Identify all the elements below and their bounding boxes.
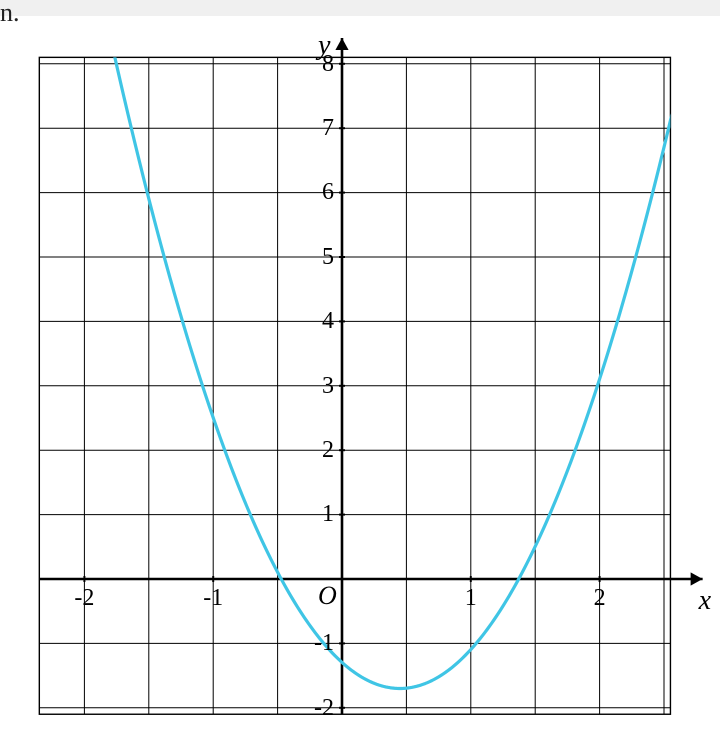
x-axis-label: x <box>699 585 711 617</box>
y-tick-label: 7 <box>294 115 334 142</box>
x-tick-label: 2 <box>575 585 625 612</box>
y-tick-label: 4 <box>294 308 334 335</box>
x-tick-label: -1 <box>188 585 238 612</box>
y-tick-label: 5 <box>294 244 334 271</box>
y-tick-label: -1 <box>294 630 334 657</box>
y-tick-label: 1 <box>294 501 334 528</box>
corner-text: n. <box>0 0 20 28</box>
origin-label: O <box>318 581 337 611</box>
y-tick-label: 2 <box>294 437 334 464</box>
y-axis-label: y <box>318 30 330 62</box>
parabola-chart <box>18 16 720 736</box>
y-tick-label: -2 <box>294 695 334 722</box>
x-tick-label: 1 <box>446 585 496 612</box>
x-tick-label: -2 <box>59 585 109 612</box>
y-tick-label: 3 <box>294 373 334 400</box>
top-strip <box>0 0 720 16</box>
y-tick-label: 6 <box>294 179 334 206</box>
